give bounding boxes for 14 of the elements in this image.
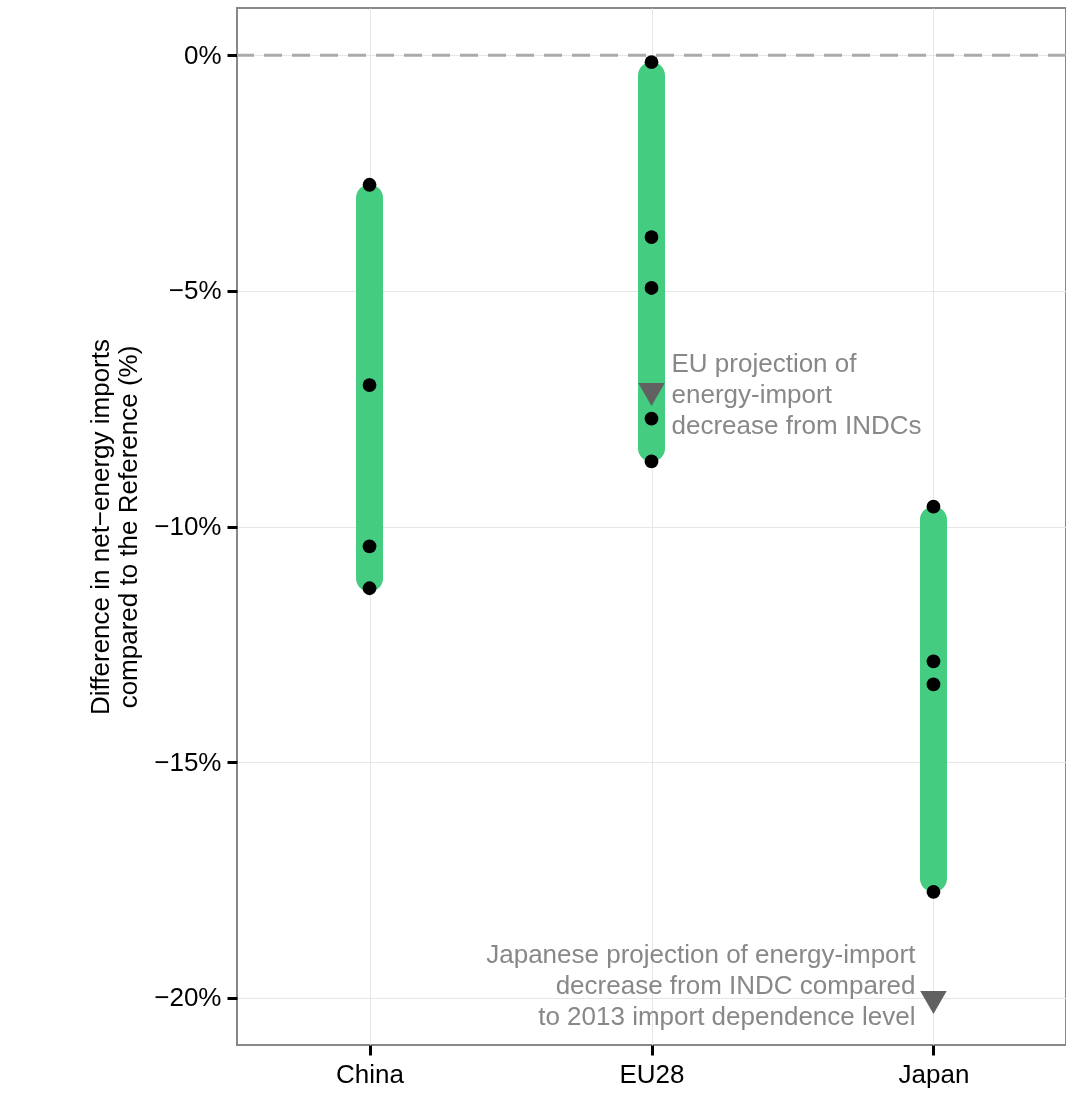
y-tick-label: −15% (154, 746, 222, 777)
y-tick-label: −10% (154, 511, 222, 541)
x-tick-label: China (336, 1058, 405, 1089)
bar (919, 506, 947, 892)
x-tick-label: EU28 (619, 1058, 685, 1089)
y-axis-title: Difference in net−energy imports compared to the Reference (%) (85, 339, 144, 715)
bar (638, 62, 665, 462)
y-tick-label: 0% (183, 39, 222, 70)
bar (356, 184, 384, 592)
annotation: Japanese projection of energy-import decrease from INDC compared to 2013 import dependence level (486, 938, 917, 1031)
x-tick-label: Japan (898, 1058, 970, 1089)
y-tick-label: −20% (154, 982, 222, 1013)
annotation: EU projection of energy-import decrease from INDCs (671, 347, 922, 440)
y-tick-label: −5% (168, 275, 222, 306)
